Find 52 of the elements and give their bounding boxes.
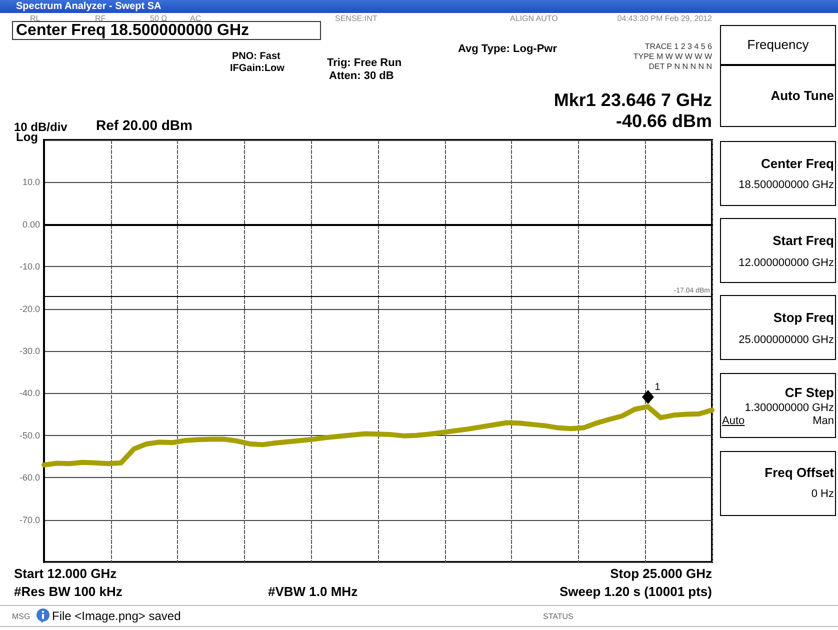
text: DET P N N N N N bbox=[648, 62, 712, 71]
text: 50 Ω bbox=[150, 14, 168, 23]
text: 1.300000000 GHz bbox=[744, 402, 834, 414]
y-tick-label: -10.0 bbox=[19, 262, 40, 272]
text: MSG bbox=[12, 612, 30, 621]
y-tick-label: 0.00 bbox=[22, 219, 40, 230]
text: Avg Type: Log-Pwr bbox=[458, 43, 557, 55]
text: -40.66 dBm bbox=[616, 111, 712, 131]
text: ALIGN AUTO bbox=[510, 14, 558, 23]
text: Frequency bbox=[747, 37, 809, 52]
text: Trig: Free Run bbox=[327, 57, 402, 69]
text: Sweep 1.20 s (10001 pts) bbox=[560, 584, 712, 599]
y-tick-label: -60.0 bbox=[19, 472, 40, 483]
text: Freq Offset bbox=[764, 465, 834, 480]
annotation: 1 bbox=[654, 382, 660, 393]
y-tick-label: -40.0 bbox=[19, 388, 40, 398]
text: Auto Tune bbox=[770, 88, 834, 103]
text: CF Step bbox=[784, 385, 834, 400]
text: Auto bbox=[722, 415, 745, 427]
text: TRACE 1 2 3 4 5 6 bbox=[644, 42, 712, 51]
text: Atten: 30 dB bbox=[329, 70, 394, 82]
text: IFGain:Low bbox=[230, 63, 284, 74]
text: 25.000000000 GHz bbox=[738, 334, 834, 346]
text: 18.500000000 GHz bbox=[738, 179, 834, 191]
text: RF bbox=[95, 14, 106, 23]
text: TYPE M W W W W W bbox=[633, 52, 712, 61]
text: Start 12.000 GHz bbox=[14, 566, 117, 581]
text: 0 Hz bbox=[811, 488, 834, 500]
text: File <Image.png> saved bbox=[52, 609, 181, 623]
text: 12.000000000 GHz bbox=[738, 257, 834, 269]
text: #VBW 1.0 MHz bbox=[268, 584, 358, 599]
y-tick-label: -70.0 bbox=[19, 514, 40, 525]
text: Man bbox=[812, 415, 834, 427]
text: PNO: Fast bbox=[232, 51, 280, 62]
y-tick-label: -30.0 bbox=[19, 346, 40, 356]
text: AC bbox=[190, 14, 202, 23]
text: 04:43:30 PM Feb 29, 2012 bbox=[617, 14, 712, 23]
y-tick-label: -50.0 bbox=[19, 430, 40, 440]
text: Center Freq bbox=[761, 156, 834, 171]
text: #Res BW 100 kHz bbox=[14, 584, 122, 599]
text: Stop 25.000 GHz bbox=[610, 566, 712, 581]
text: RL bbox=[30, 14, 40, 23]
text: Start Freq bbox=[772, 233, 834, 248]
text: Mkr1 23.646 7 GHz bbox=[554, 90, 712, 110]
text: SENSE:INT bbox=[335, 14, 378, 23]
text: Ref 20.00 dBm bbox=[96, 117, 192, 133]
text: Stop Freq bbox=[773, 310, 834, 325]
y-tick-label: 10.0 bbox=[22, 177, 40, 188]
text: STATUS bbox=[543, 612, 574, 621]
text: Center Freq 18.500000000 GHz bbox=[16, 22, 250, 39]
chart-title: Spectrum Analyzer - Swept SA bbox=[16, 0, 162, 13]
y-tick-label: -20.0 bbox=[19, 304, 40, 314]
